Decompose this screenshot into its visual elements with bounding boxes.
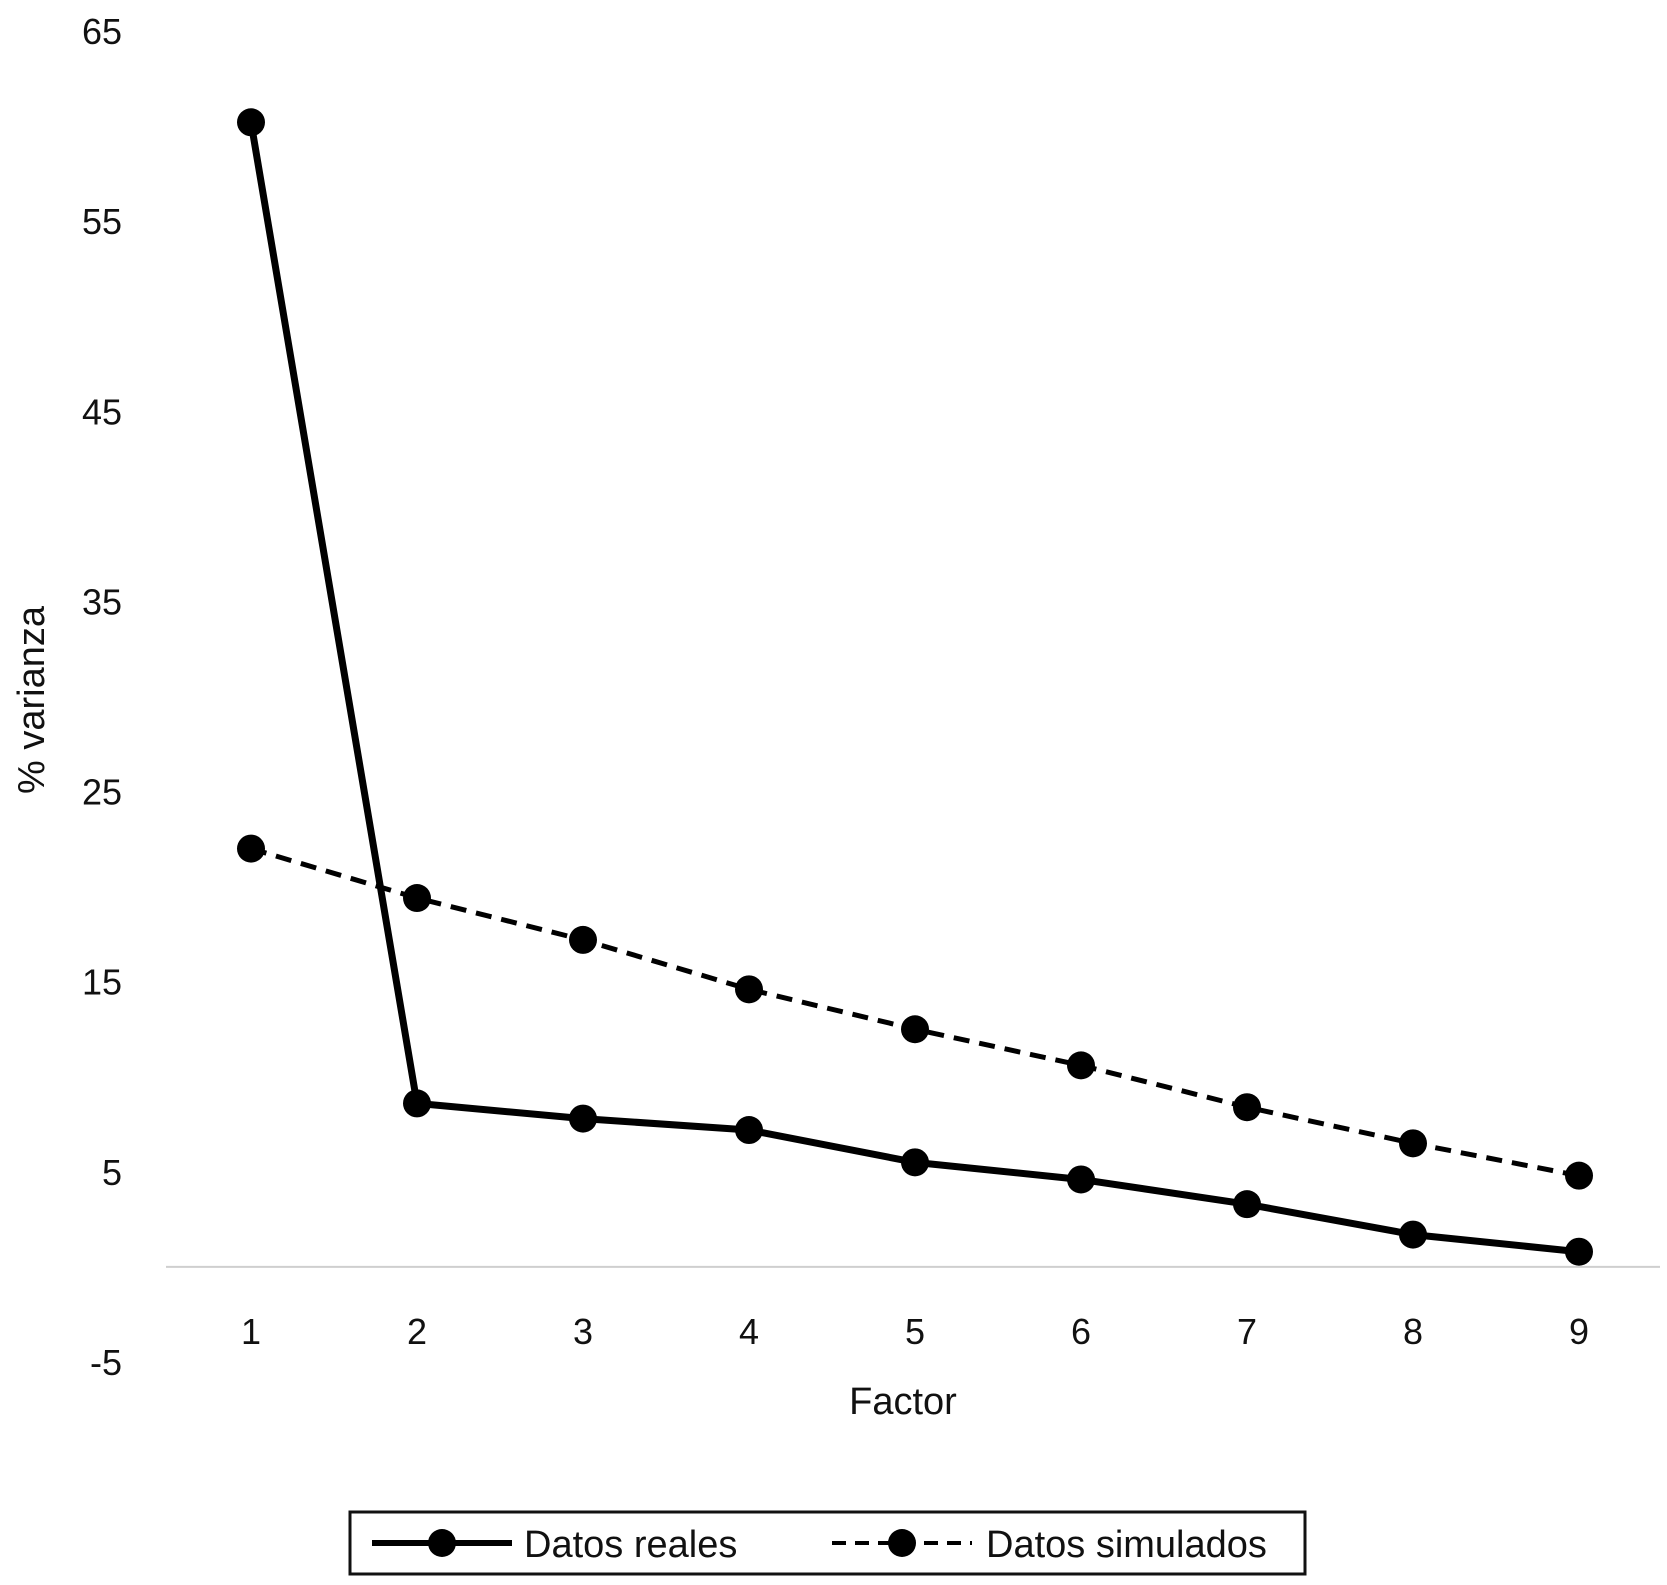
series-layer: [237, 108, 1593, 1266]
data-point-datos-reales: [237, 108, 265, 137]
data-point-datos-reales: [735, 1116, 763, 1145]
data-point-datos-reales: [1399, 1220, 1427, 1249]
data-point-datos-simulados: [1399, 1129, 1427, 1158]
x-axis-title: Factor: [849, 1381, 957, 1423]
x-tick-label: 8: [1403, 1311, 1423, 1352]
x-axis-tick-labels: 1 2 3 4 5 6 7 8 9: [241, 1311, 1589, 1352]
data-point-datos-reales: [569, 1104, 597, 1133]
data-point-datos-simulados: [569, 925, 597, 954]
legend: Datos reales Datos simulados: [348, 1510, 1307, 1576]
y-tick-label: 25: [82, 772, 122, 813]
data-point-datos-simulados: [237, 834, 265, 863]
x-tick-label: 6: [1071, 1311, 1091, 1352]
data-point-datos-reales: [1565, 1237, 1593, 1266]
y-tick-label: 15: [82, 962, 122, 1003]
y-tick-label: 5: [102, 1152, 122, 1193]
y-tick-label: 55: [82, 201, 122, 242]
y-tick-label: -5: [90, 1342, 122, 1383]
legend-label-datos-simulados: Datos simulados: [986, 1524, 1267, 1566]
y-axis-tick-labels: 65 55 45 35 25 15 5 -5: [82, 11, 122, 1383]
x-tick-label: 1: [241, 1311, 261, 1352]
y-tick-label: 35: [82, 581, 122, 622]
data-point-datos-simulados: [1233, 1093, 1261, 1122]
legend-box: [348, 1510, 1307, 1576]
legend-marker-datos-reales: [428, 1529, 456, 1557]
series-line-datos-reales: [247, 121, 1580, 1256]
legend-label-datos-reales: Datos reales: [524, 1524, 737, 1566]
x-tick-label: 4: [739, 1311, 759, 1352]
data-point-datos-reales: [403, 1089, 431, 1118]
data-point-datos-simulados: [403, 884, 431, 913]
series-datos-simulados: [237, 834, 1593, 1190]
data-point-datos-reales: [1067, 1165, 1095, 1194]
x-tick-label: 7: [1237, 1311, 1257, 1352]
legend-marker-datos-simulados: [888, 1529, 916, 1557]
x-tick-label: 9: [1569, 1311, 1589, 1352]
series-line-datos-simulados: [250, 846, 1580, 1179]
x-tick-label: 5: [905, 1311, 925, 1352]
y-axis-title: % varianza: [11, 605, 53, 794]
data-point-datos-simulados: [735, 975, 763, 1004]
y-tick-label: 45: [82, 391, 122, 432]
data-point-datos-simulados: [1067, 1051, 1095, 1080]
data-point-datos-simulados: [901, 1015, 929, 1044]
data-point-datos-reales: [901, 1148, 929, 1177]
x-tick-label: 2: [407, 1311, 427, 1352]
y-tick-label: 65: [82, 11, 122, 52]
data-point-datos-reales: [1233, 1190, 1261, 1219]
x-tick-label: 3: [573, 1311, 593, 1352]
series-datos-reales: [237, 108, 1593, 1266]
data-point-datos-simulados: [1565, 1161, 1593, 1190]
